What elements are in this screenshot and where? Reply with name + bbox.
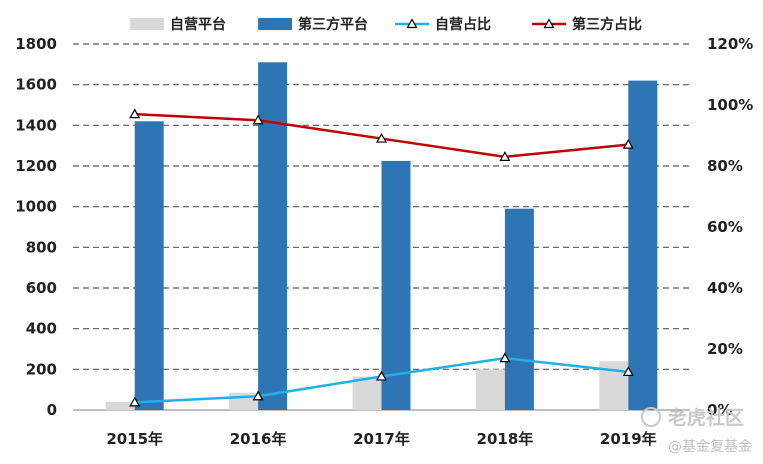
legend-marker (406, 18, 418, 29)
watermark-logo-icon (641, 407, 661, 427)
gridlines (73, 43, 690, 411)
left-tick-label: 800 (26, 238, 57, 256)
bar (504, 208, 534, 410)
right-axis-ticks: 0% 20% 40% 60% 80% 100% 120% (707, 35, 753, 419)
line-marker (252, 390, 264, 401)
legend-label: 第三方平台 (298, 16, 368, 33)
bar (258, 62, 288, 411)
left-tick-label: 1400 (15, 116, 57, 134)
line-marker (375, 370, 388, 381)
left-tick-label: 1600 (15, 76, 57, 94)
category-labels: 2015年 2016年 2017年 2018年 2019年 (106, 430, 656, 448)
line-marker (375, 132, 388, 143)
watermark-account: @基金复基金 (668, 438, 752, 455)
line-marker (622, 138, 634, 149)
watermark: 老虎社区 @基金复基金 (641, 406, 752, 455)
left-tick-label: 200 (26, 360, 57, 378)
category-label: 2016年 (230, 430, 287, 448)
left-tick-label: 0 (47, 401, 57, 419)
bar (381, 160, 411, 410)
legend-label: 自营占比 (435, 16, 491, 33)
left-tick-label: 1200 (15, 157, 57, 175)
left-tick-label: 1000 (15, 198, 57, 216)
watermark-brand: 老虎社区 (668, 406, 744, 429)
right-tick-label: 0% (707, 401, 732, 419)
category-label: 2017年 (353, 430, 410, 448)
left-tick-label: 400 (26, 320, 57, 338)
line-marker (622, 366, 634, 376)
line-marker (129, 396, 141, 407)
line-marker (252, 114, 264, 125)
bar (134, 121, 164, 411)
right-tick-label: 80% (707, 157, 743, 175)
legend-marker (543, 18, 555, 29)
bars (105, 62, 658, 411)
line-marker (499, 151, 511, 161)
legend-label: 自营平台 (170, 16, 226, 33)
right-tick-label: 20% (707, 340, 743, 358)
bar (105, 401, 135, 410)
category-label: 2015年 (106, 430, 163, 448)
category-label: 2019年 (600, 430, 657, 448)
right-tick-label: 60% (707, 218, 743, 236)
bar (352, 376, 382, 410)
bar (628, 80, 658, 410)
left-axis-ticks: 0 200 400 600 800 1000 1200 1400 1600 1800 (15, 35, 57, 419)
right-tick-label: 40% (707, 279, 743, 297)
left-tick-label: 600 (26, 279, 57, 297)
category-label: 2018年 (477, 430, 534, 448)
line-marker (499, 352, 511, 363)
right-tick-label: 100% (707, 96, 753, 114)
lines (129, 108, 634, 407)
legend-label: 第三方占比 (572, 16, 642, 33)
bar (475, 369, 505, 410)
line-marker (129, 108, 141, 119)
legend-swatch (258, 18, 292, 30)
right-tick-label: 120% (707, 35, 753, 53)
left-tick-label: 1800 (15, 35, 57, 53)
legend-swatch (130, 18, 164, 30)
legend: 自营平台 第三方平台 自营占比 第三方占比 (130, 16, 642, 33)
